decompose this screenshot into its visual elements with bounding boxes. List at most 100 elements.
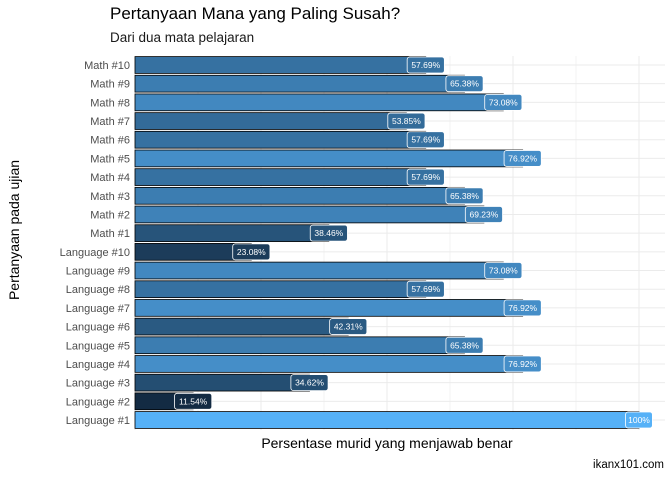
y-tick-label: Math #5 (90, 153, 130, 165)
y-tick-labels: Math #10 Math #9 Math #8 Math #7 Math #6 Math… (60, 60, 130, 427)
data-label-box (464, 206, 503, 223)
data-label: 53.85% (387, 112, 426, 130)
bar (134, 355, 524, 373)
data-label: 73.08% (484, 93, 523, 111)
data-label-text: 57.69% (411, 172, 440, 182)
data-label-box (232, 243, 271, 261)
data-label-box (174, 392, 213, 410)
y-tick-label: Language #2 (66, 396, 130, 408)
data-label-text: 34.62% (295, 378, 324, 388)
bar (134, 168, 427, 186)
data-label-text: 38.46% (314, 228, 343, 238)
data-label-box (445, 75, 484, 93)
data-label: 42.31% (329, 318, 368, 335)
bars-group (134, 56, 640, 429)
chart-subtitle: Dari dua mata pelajaran (110, 30, 255, 45)
data-label: 38.46% (309, 224, 348, 242)
data-label-box (290, 374, 329, 392)
data-label-text: 73.08% (489, 97, 518, 107)
y-tick-label: Language #9 (66, 266, 130, 278)
data-label-box (625, 411, 653, 429)
data-label-text: 76.92% (508, 303, 537, 313)
y-tick-label: Math #10 (84, 60, 130, 72)
bar (134, 93, 504, 112)
bar (134, 112, 407, 130)
data-label-text: 11.54% (179, 396, 208, 406)
data-label: 76.92% (503, 299, 542, 317)
y-tick-label: Math #9 (90, 79, 130, 91)
data-label-box (406, 131, 445, 149)
data-label-text: 69.23% (469, 209, 498, 219)
data-label-text: 100% (628, 415, 650, 425)
data-label-text: 73.08% (489, 266, 518, 276)
bar (134, 261, 504, 280)
data-label-box (309, 224, 348, 242)
data-label-box (406, 168, 445, 186)
data-label: 57.69% (406, 168, 445, 186)
data-label-box (503, 150, 542, 167)
data-label-box (445, 336, 484, 354)
bar (134, 317, 349, 336)
bar (134, 411, 640, 429)
data-label-box (484, 93, 523, 111)
data-label: 65.38% (445, 187, 484, 205)
y-tick-label: Math #1 (90, 228, 130, 240)
bar (134, 336, 465, 355)
data-label-text: 57.69% (411, 135, 440, 145)
y-tick-label: Language #5 (66, 340, 130, 352)
data-label-text: 65.38% (450, 340, 479, 350)
y-tick-label: Math #7 (90, 116, 130, 128)
bar (134, 373, 310, 392)
data-label-box (406, 280, 445, 298)
data-label: 11.54% (174, 392, 213, 410)
data-label: 76.92% (503, 355, 542, 373)
data-label-text: 57.69% (411, 284, 440, 294)
data-labels-group: 57.69% 65.38% 73.08% 53.85% 57.69% 76.92% 57.6… (174, 56, 653, 429)
chart-caption: ikanx101.com (593, 459, 664, 471)
y-tick-label: Language #8 (66, 284, 130, 296)
data-label: 65.38% (445, 336, 484, 354)
data-label-text: 23.08% (237, 247, 266, 257)
y-tick-label: Math #4 (90, 172, 130, 184)
data-label-box (387, 112, 426, 130)
data-label-box (503, 355, 542, 373)
bar (134, 149, 524, 168)
bar (134, 74, 465, 93)
data-label-text: 53.85% (392, 116, 421, 126)
y-tick-label: Math #6 (90, 135, 130, 147)
y-tick-label: Language #7 (66, 303, 130, 315)
x-axis-label: Persentase murid yang menjawab benar (261, 435, 513, 451)
bar (134, 130, 427, 149)
y-tick-label: Math #3 (90, 191, 130, 203)
data-label: 76.92% (503, 150, 542, 167)
data-label-box (445, 187, 484, 205)
data-label-text: 65.38% (450, 191, 479, 201)
data-label-text: 76.92% (508, 359, 537, 369)
data-label-box (406, 56, 445, 74)
y-tick-label: Language #10 (60, 247, 130, 259)
bar (134, 299, 524, 317)
y-tick-label: Language #3 (66, 378, 130, 390)
data-label-box (329, 318, 368, 335)
y-tick-label: Language #1 (66, 415, 130, 427)
y-tick-label: Math #8 (90, 97, 130, 109)
bar (134, 205, 485, 224)
bar (134, 56, 427, 74)
data-label-text: 76.92% (508, 153, 537, 163)
data-label-box (503, 299, 542, 317)
bar (134, 280, 427, 299)
data-label: 57.69% (406, 56, 445, 74)
data-label: 69.23% (464, 206, 503, 223)
data-label: 57.69% (406, 280, 445, 298)
data-label: 34.62% (290, 374, 329, 392)
data-label: 23.08% (232, 243, 271, 261)
y-tick-label: Language #4 (66, 359, 130, 371)
chart-title: Pertanyaan Mana yang Paling Susah? (110, 4, 401, 23)
bar (134, 224, 330, 242)
y-tick-label: Math #2 (90, 209, 130, 221)
data-label-box (484, 262, 523, 279)
data-label: 57.69% (406, 131, 445, 149)
data-label-text: 42.31% (334, 322, 363, 332)
data-label-text: 65.38% (450, 79, 479, 89)
